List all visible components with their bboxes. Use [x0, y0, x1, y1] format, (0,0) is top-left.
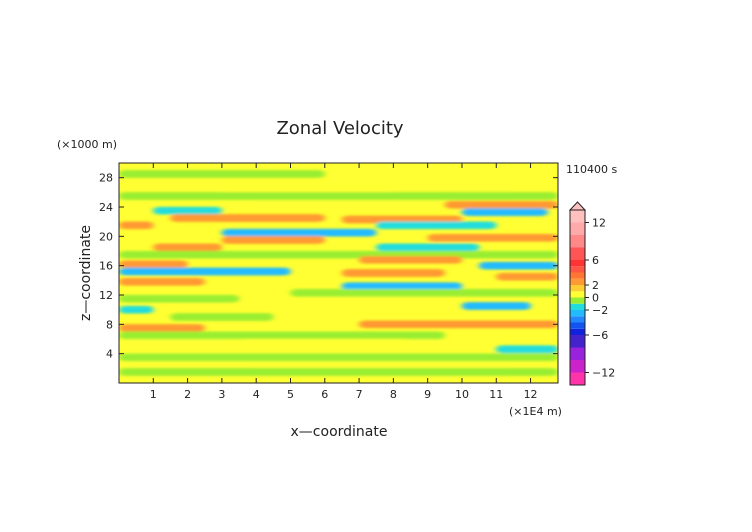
velocity-band [119, 324, 205, 332]
heatmap-field [119, 163, 558, 383]
x-tick-label: 4 [253, 388, 260, 401]
velocity-band [461, 208, 548, 216]
colorbar-segment [570, 266, 585, 273]
velocity-band [376, 221, 497, 230]
y-tick-label: 24 [99, 201, 113, 214]
colorbar-segment [570, 322, 585, 329]
colorbar-segment [570, 278, 585, 285]
velocity-band [341, 282, 462, 291]
colorbar-segment [570, 316, 585, 323]
velocity-band [153, 243, 222, 252]
colorbar-segment [570, 235, 585, 248]
x-tick-label: 11 [489, 388, 503, 401]
x-tick-label: 7 [356, 388, 363, 401]
plot-frame [118, 162, 559, 384]
velocity-band [496, 345, 558, 354]
velocity-band [153, 206, 222, 215]
velocity-band [376, 243, 480, 252]
velocity-band [119, 221, 154, 230]
colorbar-segment [570, 272, 585, 279]
velocity-band [444, 200, 558, 209]
velocity-band [119, 277, 205, 286]
colorbar-segment [570, 285, 585, 292]
colorbar-segment [570, 247, 585, 260]
velocity-band [221, 184, 394, 193]
x-tick-label: 9 [424, 388, 431, 401]
velocity-band [461, 302, 531, 310]
colorbar-segment [570, 260, 585, 267]
x-tick-label: 8 [390, 388, 397, 401]
x-axis-label: x—coordinate [291, 424, 388, 440]
velocity-band [341, 269, 445, 277]
y-tick-label: 28 [99, 172, 113, 185]
velocity-band [119, 294, 240, 303]
colorbar: 12 6 20−2 −6 −12 [568, 201, 615, 386]
x-tick-label: 3 [218, 388, 225, 401]
colorbar-tick-label: −6 [592, 329, 608, 342]
colorbar-segment [570, 347, 585, 360]
y-axis: 4 8 12 16 20 24 28 [99, 172, 558, 361]
y-unit-label: (×1000 m) [57, 138, 117, 151]
velocity-band [359, 255, 462, 264]
velocity-band [170, 214, 325, 222]
velocity-band [119, 170, 325, 178]
colorbar-segment [570, 222, 585, 235]
colorbar-segment [570, 291, 585, 298]
colorbar-extend-arrow [568, 201, 587, 211]
colorbar-segment [570, 328, 585, 335]
velocity-band [119, 305, 154, 314]
y-tick-label: 20 [99, 230, 113, 243]
y-tick-label: 12 [99, 289, 113, 302]
colorbar-segment [570, 372, 585, 385]
velocity-band [221, 228, 377, 237]
velocity-band [496, 272, 558, 281]
velocity-band [119, 192, 558, 200]
colorbar-tick-label: 0 [592, 292, 599, 305]
colorbar-segment [570, 310, 585, 317]
velocity-band [239, 338, 411, 347]
x-tick-label: 2 [184, 388, 191, 401]
y-axis-label: z—coordinate [78, 225, 94, 321]
y-tick-label: 8 [106, 318, 113, 331]
x-unit-label: (×1E4 m) [509, 405, 562, 418]
x-tick-label: 1 [150, 388, 157, 401]
velocity-band [290, 288, 558, 297]
velocity-band [341, 215, 462, 224]
velocity-band [221, 236, 325, 244]
colorbar-tick-label: 2 [592, 279, 599, 292]
colorbar-tick-label: −12 [592, 367, 615, 380]
x-tick-label: 10 [455, 388, 469, 401]
y-tick-label: 4 [106, 348, 113, 361]
colorbar-tick-label: −2 [592, 304, 608, 317]
x-tick-label: 6 [321, 388, 328, 401]
velocity-band [119, 250, 558, 259]
velocity-band [119, 267, 291, 276]
velocity-band [479, 261, 558, 270]
chart-title: Zonal Velocity [276, 118, 403, 139]
velocity-band [119, 353, 558, 362]
x-axis: 1 2 3 4 5 6 7 8 9 10 11 12 [150, 163, 538, 401]
velocity-bands [119, 170, 558, 376]
velocity-band [427, 233, 558, 242]
colorbar-tick-label: 12 [592, 217, 606, 230]
velocity-band [119, 331, 445, 340]
x-tick-label: 5 [287, 388, 294, 401]
time-label: 110400 s [566, 163, 617, 176]
colorbar-tick-label: 6 [592, 254, 599, 267]
colorbar-segment [570, 360, 585, 373]
colorbar-segment [570, 303, 585, 310]
velocity-band [170, 313, 274, 321]
x-tick-label: 12 [524, 388, 538, 401]
velocity-band [359, 320, 558, 329]
colorbar-segment [570, 297, 585, 304]
colorbar-segment [570, 335, 585, 348]
y-tick-label: 16 [99, 260, 113, 273]
velocity-band [119, 368, 558, 376]
velocity-band [119, 260, 188, 269]
colorbar-segment [570, 210, 585, 223]
